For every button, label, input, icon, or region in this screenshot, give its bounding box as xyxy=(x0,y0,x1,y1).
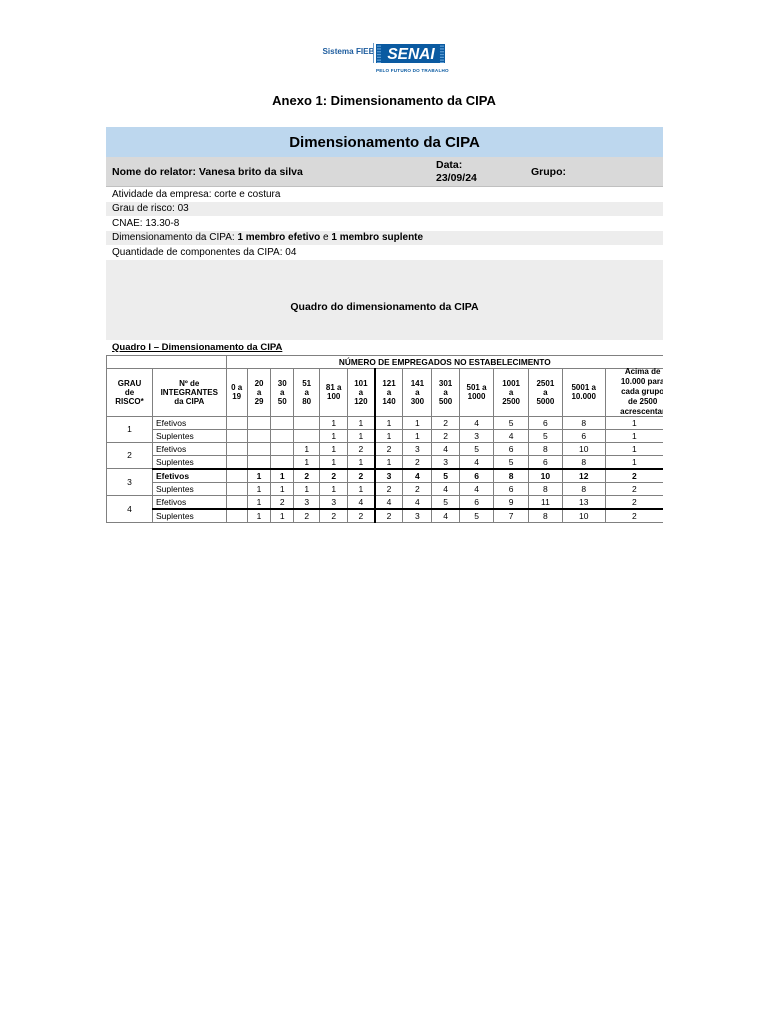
svg-text:SENAI: SENAI xyxy=(387,46,435,63)
